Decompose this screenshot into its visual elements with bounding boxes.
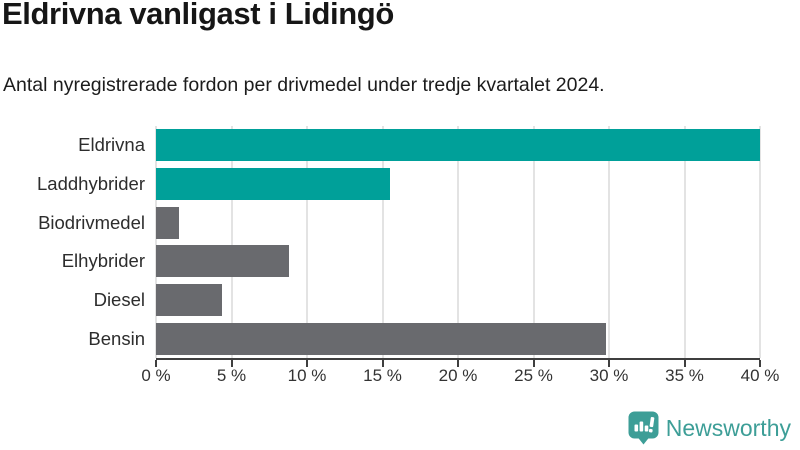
bar-laddhybrider (156, 168, 391, 200)
axis-ticks (155, 360, 761, 367)
category-label: Bensin (88, 327, 145, 349)
category-label: Elhybrider (61, 250, 145, 272)
bar-row (156, 165, 760, 204)
chart-subtitle: Antal nyregistrerade fordon per drivmede… (3, 74, 605, 96)
category-label: Laddhybrider (37, 173, 145, 194)
category-labels: Eldrivna Laddhybrider Biodrivmedel Elhybrid… (0, 126, 145, 358)
gridline (381, 126, 384, 358)
x-tick-label: 20 % (438, 366, 478, 385)
gridline (230, 126, 233, 358)
category-label: Eldrivna (78, 134, 145, 156)
gridline (683, 126, 686, 358)
gridline (759, 126, 761, 358)
axis-tick (608, 360, 610, 367)
bar-bensin (156, 322, 606, 355)
axis-tick (532, 360, 535, 367)
gridline (457, 126, 459, 358)
axis-tick (457, 360, 459, 367)
gridline (532, 126, 535, 358)
gridline (608, 126, 610, 358)
x-tick-label: 15 % (363, 366, 402, 385)
axis-tick (230, 360, 233, 367)
bar-rows (156, 126, 760, 358)
category-label: Biodrivmedel (38, 211, 145, 233)
axis-tick (759, 360, 761, 367)
axis-tick (381, 360, 384, 367)
axis-tick (683, 360, 686, 367)
plot-area (155, 126, 761, 367)
bar-row (156, 203, 760, 242)
x-tick-label: 0 % (141, 366, 171, 385)
bar-elhybrider (156, 245, 289, 278)
x-tick-label: 25 % (514, 366, 553, 385)
gridline (306, 126, 308, 358)
x-tick-label: 35 % (665, 366, 704, 385)
bar-row (156, 126, 760, 165)
x-tick-label: 30 % (589, 366, 629, 385)
gridline (155, 126, 157, 358)
bar-row (156, 242, 760, 281)
axis-tick (306, 360, 308, 367)
x-tick-label: 5 % (216, 366, 247, 385)
chart-title: Eldrivna vanligast i Lidingö (2, 0, 394, 31)
brand-name: Newsworthy (665, 414, 791, 441)
bar-row (156, 319, 760, 358)
x-axis-line (156, 358, 760, 360)
x-tick-label: 10 % (287, 366, 327, 385)
bar-eldrivna (156, 129, 760, 162)
category-label: Diesel (93, 289, 145, 311)
gridlines (155, 126, 761, 358)
x-tick-label: 40 % (740, 366, 780, 385)
newsworthy-speech-bubble-barchart-icon (628, 411, 659, 445)
x-axis-labels: 0 % 5 % 10 % 15 % 20 % 25 % 30 % 35 % 40 % (141, 366, 779, 388)
bar-row (156, 281, 760, 320)
bar-diesel (156, 284, 223, 317)
brand-logo: Newsworthy (628, 411, 791, 445)
bar-biodrivmedel (156, 206, 179, 239)
axis-tick (155, 360, 157, 367)
